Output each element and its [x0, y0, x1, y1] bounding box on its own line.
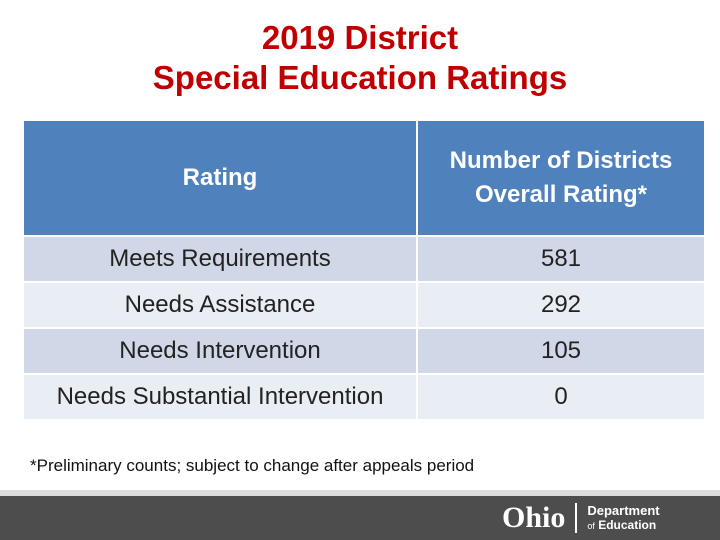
logo-dept-of: of: [587, 520, 595, 531]
logo-word: Ohio: [502, 501, 566, 534]
footer-bar: [0, 496, 720, 540]
table-header-row: Rating Number of Districts Overall Ratin…: [24, 121, 704, 236]
rating-cell: Needs Assistance: [24, 282, 417, 328]
logo-department: Department of Education: [587, 502, 660, 533]
rating-cell: Meets Requirements: [24, 236, 417, 282]
slide-title: 2019 District Special Education Ratings: [0, 18, 720, 98]
count-cell: 581: [416, 236, 704, 282]
header-count: Number of Districts Overall Rating*: [416, 121, 704, 236]
rating-cell: Needs Intervention: [24, 328, 417, 374]
count-cell: 292: [416, 282, 704, 328]
footnote: *Preliminary counts; subject to change a…: [30, 456, 475, 475]
ratings-table: Rating Number of Districts Overall Ratin…: [24, 121, 704, 421]
footer-divider: [0, 490, 720, 496]
ohio-education-logo: Ohio Department of Education: [502, 500, 660, 536]
rating-cell: Needs Substantial Intervention: [24, 374, 417, 420]
table-row: Needs Substantial Intervention 0: [24, 374, 704, 420]
logo-dept-line-1: Department: [587, 502, 660, 518]
header-rating: Rating: [24, 121, 417, 236]
count-cell: 0: [416, 374, 704, 420]
table-row: Needs Intervention 105: [24, 328, 704, 374]
header-count-line-2: Overall Rating*: [474, 181, 648, 208]
title-line-2: Special Education Ratings: [152, 59, 568, 96]
count-cell: 105: [416, 328, 704, 374]
logo-dept-education: Education: [598, 517, 657, 532]
header-count-line-1: Number of Districts: [449, 147, 673, 174]
table-row: Meets Requirements 581: [24, 236, 704, 282]
table-row: Needs Assistance 292: [24, 282, 704, 328]
title-line-1: 2019 District: [261, 19, 459, 56]
logo-dept-line-2: of Education: [587, 518, 659, 533]
logo-separator: [575, 503, 578, 533]
